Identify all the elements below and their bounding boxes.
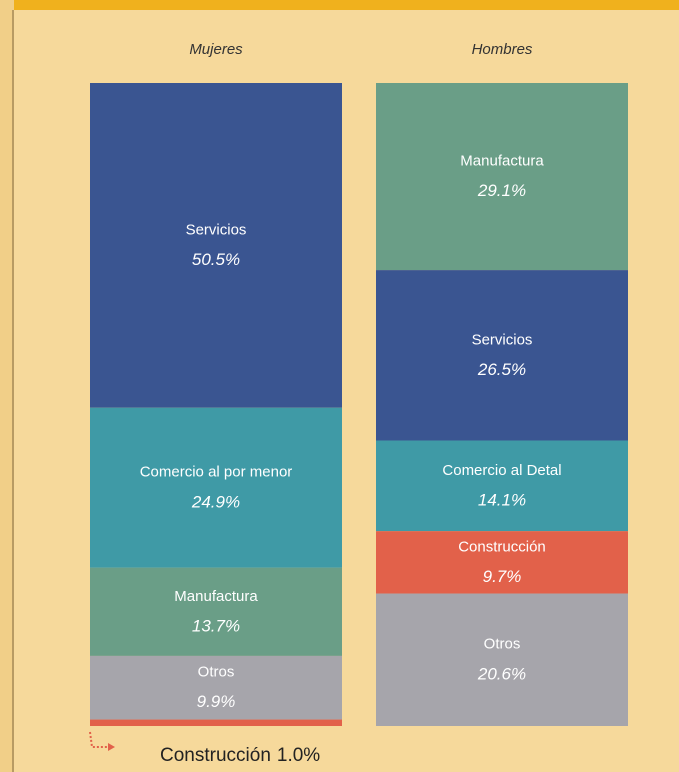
segment-value: 9.7% <box>483 567 522 586</box>
segment-value: 14.1% <box>478 490 526 509</box>
segment-name: Otros <box>198 664 235 681</box>
top-band <box>0 0 679 10</box>
segment-value: 1.0% <box>277 745 320 766</box>
segment-name: Comercio al Detal <box>442 462 561 479</box>
segment-name: Manufactura <box>174 588 258 605</box>
segment-name: Construcción <box>160 745 271 766</box>
column-title: Mujeres <box>189 41 243 58</box>
bar-segment <box>90 407 342 568</box>
bar-segment <box>376 531 628 594</box>
callout-arrow <box>89 731 108 748</box>
bar-segment <box>90 567 342 656</box>
bar-segment <box>376 593 628 726</box>
segment-value: 20.6% <box>477 664 526 683</box>
segment-name: Comercio al por menor <box>140 464 293 481</box>
segment-name: Otros <box>484 636 521 653</box>
bar-segment <box>90 83 342 408</box>
left-border <box>12 10 14 772</box>
segment-value: 9.9% <box>197 692 236 711</box>
segment-name: Servicios <box>472 331 533 348</box>
bar-segment <box>376 270 628 441</box>
segment-name: Servicios <box>186 221 247 238</box>
callout-arrow-head <box>108 743 115 751</box>
segment-callout: Construcción 1.0% <box>160 745 320 766</box>
bar-segment <box>376 83 628 271</box>
bar-segment <box>90 655 342 720</box>
segment-value: 24.9% <box>191 492 240 511</box>
segment-name: Manufactura <box>460 153 544 170</box>
segment-value: 50.5% <box>192 250 240 269</box>
column-title: Hombres <box>472 41 533 58</box>
bar-segment <box>376 440 628 532</box>
segment-value: 13.7% <box>192 616 240 635</box>
segment-name: Construcción <box>458 538 546 555</box>
segment-value: 26.5% <box>477 360 526 379</box>
bar-segment <box>90 719 342 726</box>
left-edge <box>0 0 14 772</box>
segment-value: 29.1% <box>477 181 526 200</box>
